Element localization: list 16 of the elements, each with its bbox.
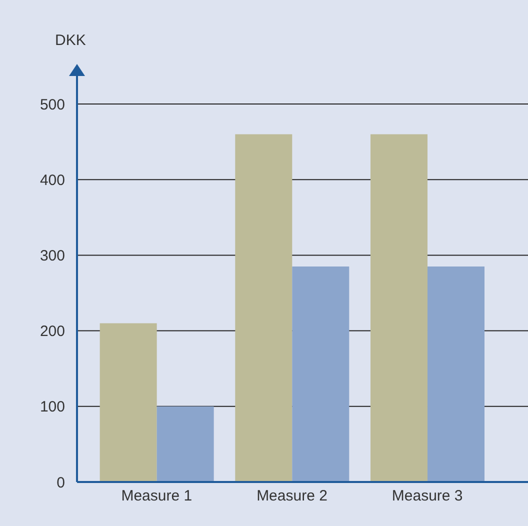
x-tick-label: Measure 1 — [121, 488, 192, 505]
y-tick-label: 200 — [40, 323, 65, 340]
bar — [156, 406, 214, 482]
y-tick-label: 100 — [40, 398, 65, 416]
bar — [100, 323, 157, 482]
x-tick-label: Measure 2 — [256, 488, 328, 505]
x-tick-label: Measure 3 — [392, 488, 463, 505]
y-tick-label: 300 — [40, 248, 65, 265]
bar — [292, 266, 350, 482]
y-tick-label: 400 — [40, 172, 65, 189]
bar — [427, 266, 484, 482]
y-tick-label: 0 — [56, 474, 65, 492]
bar — [235, 134, 292, 482]
bar — [370, 134, 428, 482]
y-axis-title: DKK — [55, 32, 86, 49]
y-tick-label: 500 — [40, 96, 65, 114]
